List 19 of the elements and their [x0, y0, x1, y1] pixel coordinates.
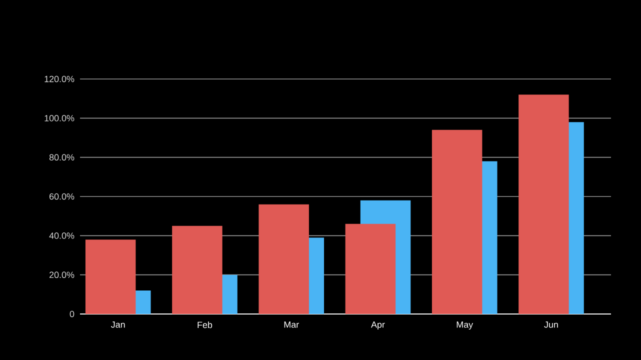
x-tick-label: May	[456, 322, 474, 330]
y-tick-label: 20.0%	[50, 272, 74, 278]
x-tick-label: Feb	[198, 322, 212, 328]
y-tick-label: 120.0%	[44, 76, 74, 82]
x-tick-label: Jan	[111, 322, 125, 328]
bar	[258, 204, 309, 314]
y-tick-label: 100.0%	[44, 114, 74, 122]
y-tick-label: 0	[70, 310, 74, 318]
bar	[518, 94, 569, 314]
y-tick-label: 40.0%	[49, 232, 74, 239]
y-tick-label: 60.0%	[50, 193, 74, 200]
y-tick-label: 80.0%	[49, 154, 74, 161]
bar	[432, 130, 482, 314]
bar	[345, 224, 396, 314]
bar	[172, 226, 222, 314]
x-tick-label: Jun	[544, 322, 558, 328]
x-tick-label: Apr	[371, 322, 385, 330]
x-tick-label: Mar	[284, 322, 299, 328]
bar	[85, 240, 136, 314]
